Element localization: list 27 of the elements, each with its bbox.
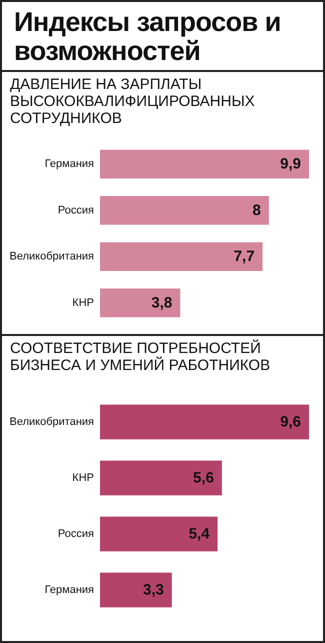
- bar: [100, 288, 180, 318]
- data-label: 7,7: [234, 248, 255, 266]
- y-tick-label: Германия: [44, 584, 94, 596]
- chart-subtitle: СООТВЕТСТВИЕ ПОТРЕБНОСТЕЙ БИЗНЕСА И УМЕНИЙ РАБОТНИКОВ: [2, 334, 323, 376]
- y-tick-label: Россия: [58, 204, 94, 216]
- data-label: 9,6: [280, 414, 301, 430]
- data-label: 3,3: [142, 582, 164, 598]
- bar: [100, 460, 222, 496]
- data-label: 3,8: [151, 294, 172, 312]
- y-tick-label: Великобритания: [10, 416, 94, 428]
- bar: [100, 196, 269, 225]
- bar: [100, 516, 218, 552]
- data-label: 5,6: [193, 470, 214, 486]
- y-tick-label: Россия: [58, 528, 94, 540]
- chart-title: Индексы запросов и возможностей: [13, 6, 282, 68]
- y-tick-label: КНР: [72, 296, 94, 309]
- data-label: 5,4: [188, 526, 210, 542]
- bar: [100, 572, 172, 608]
- bar: [100, 242, 263, 271]
- chart-subtitle: ДАВЛЕНИЕ НА ЗАРПЛАТЫ ВЫСОКОКВАЛИФИЦИРОВАННЫХ СОТРУДНИКОВ: [2, 70, 323, 129]
- bar: [100, 404, 309, 440]
- y-tick-label: Великобритания: [10, 250, 94, 263]
- bar: [100, 150, 309, 178]
- data-label: 8: [252, 202, 261, 219]
- y-tick-label: Германия: [44, 158, 94, 170]
- y-tick-label: КНР: [72, 472, 94, 484]
- data-label: 9,9: [280, 156, 301, 173]
